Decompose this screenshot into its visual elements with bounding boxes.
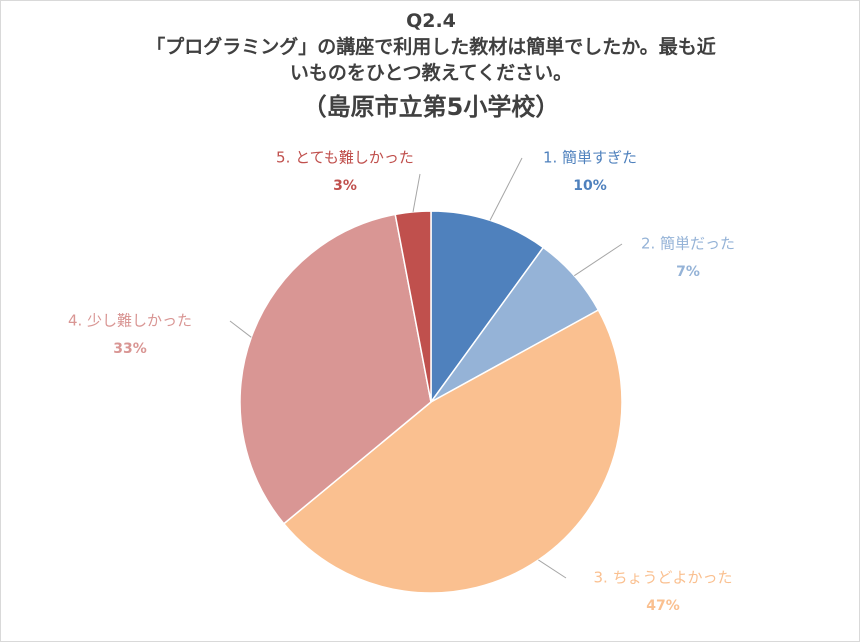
leader-line-3 [538,559,567,579]
leader-line-1 [489,157,523,221]
slice-label-1: 1. 簡単すぎた [543,149,637,167]
leader-line-4 [229,320,252,338]
slice-label-4: 4. 少し難しかった [68,312,192,330]
slice-value-1: 10% [573,178,607,194]
slice-value-3: 47% [646,598,680,614]
slice-label-5: 5. とても難しかった [276,149,414,167]
title-line-2: 「プログラミング」の講座で利用した教材は簡単でしたか。最も近 [146,36,716,58]
chart-subtitle: （島原市立第5小学校） [302,93,560,121]
pie-slice-3 [282,308,623,594]
chart-title: Q2.4 「プログラミング」の講座で利用した教材は簡単でしたか。最も近 いものを… [0,8,862,124]
slice-value-2: 7% [676,264,700,280]
leader-line-2 [573,243,623,277]
slice-label-3: 3. ちょうどよかった [593,569,732,587]
slice-label-2: 2. 簡単だった [641,235,735,253]
leader-line-5 [412,173,421,212]
pie-slice-4 [239,213,432,525]
slice-value-5: 3% [333,178,357,194]
title-line-1: Q2.4 [406,10,456,32]
title-line-3: いものをひとつ教えてください。 [289,62,573,84]
slice-value-4: 33% [113,341,147,357]
pie-slice-1 [430,210,545,405]
